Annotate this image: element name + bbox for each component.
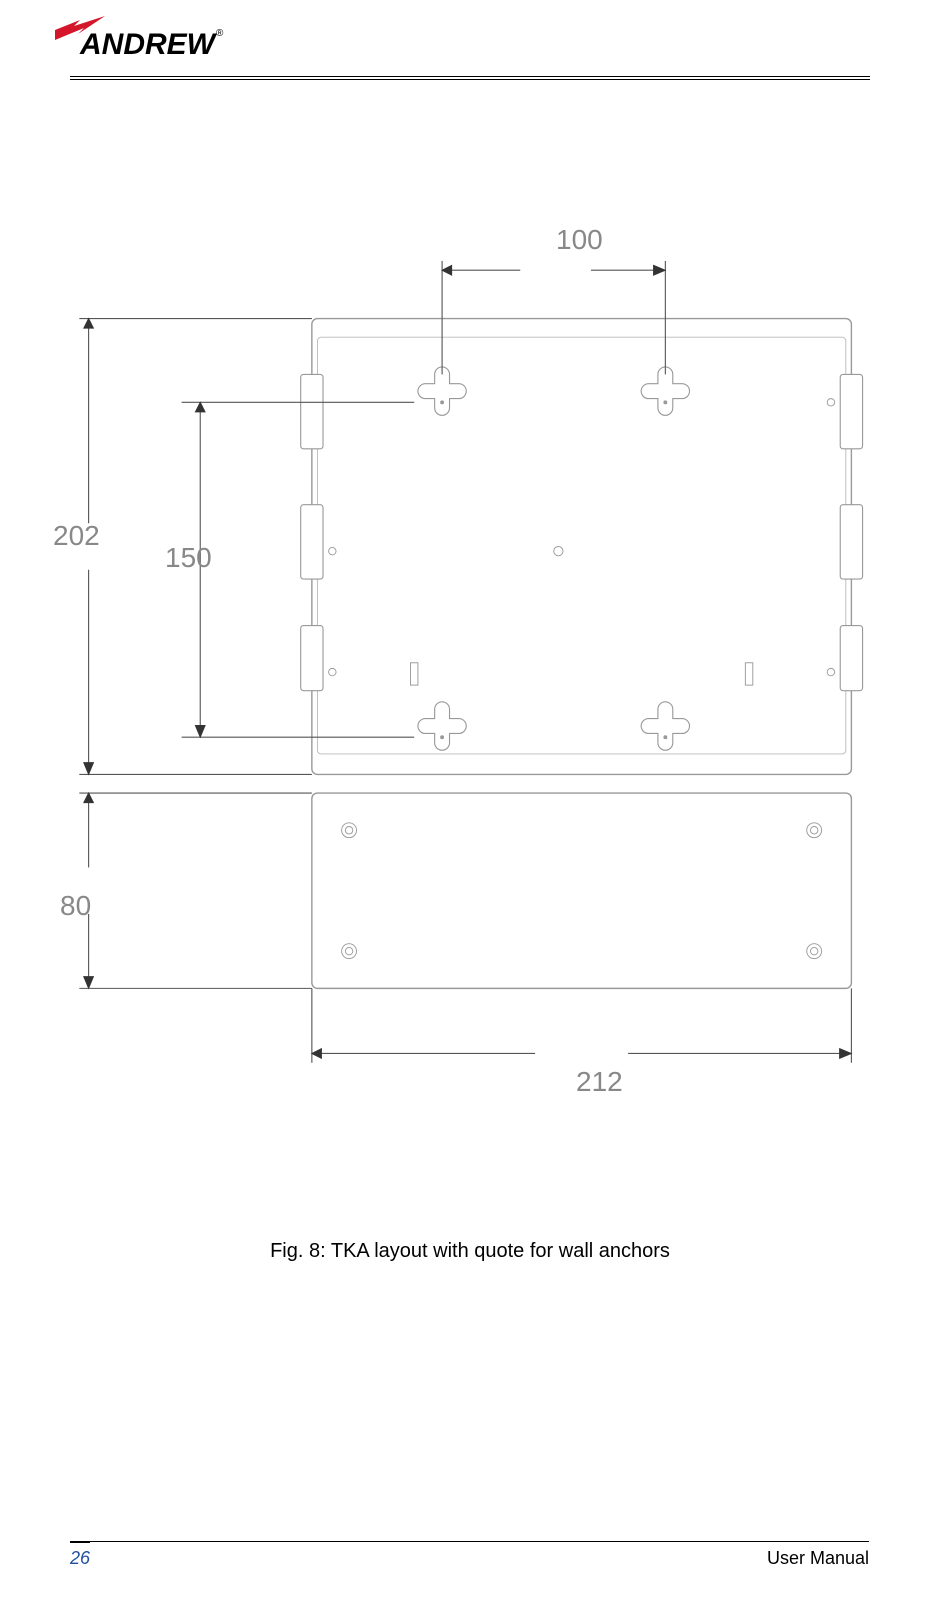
brand-name: ANDREW® (80, 28, 223, 62)
dim-left-inner: 150 (165, 542, 212, 574)
header-divider (70, 76, 870, 80)
dim-left-lower: 80 (60, 890, 91, 922)
doc-label: User Manual (767, 1548, 869, 1569)
figure-caption: Fig. 8: TKA layout with quote for wall a… (70, 1240, 870, 1263)
page-footer: 26 User Manual (70, 1541, 869, 1569)
dim-left-outer: 202 (53, 520, 100, 552)
registered-mark: ® (216, 28, 223, 39)
dim-bottom: 212 (576, 1066, 623, 1098)
page-number: 26 (70, 1548, 90, 1569)
figure-diagram: 100 202 150 80 212 (70, 200, 870, 1200)
brand-text: ANDREW (80, 28, 215, 61)
brand-logo: ANDREW® (70, 20, 870, 70)
dim-top: 100 (556, 224, 603, 256)
